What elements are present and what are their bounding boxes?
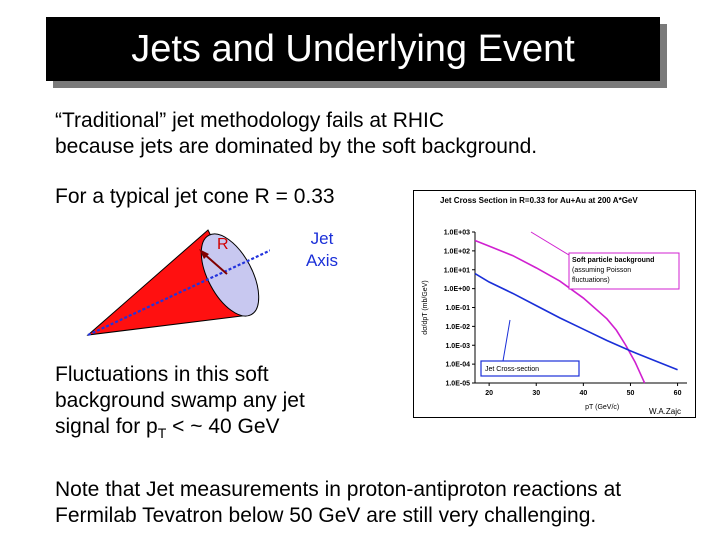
x-tick-label: 40 [579, 390, 587, 397]
cone-radius-label: R [217, 236, 229, 253]
fluct-line-3-prefix: signal for p [55, 415, 158, 438]
intro-line-2: because jets are dominated by the soft b… [55, 135, 538, 158]
jet-annotation-label: Jet Cross-section [485, 366, 539, 373]
typical-cone-text: For a typical jet cone R = 0.33 [55, 185, 335, 208]
jet-cross-section-curve [474, 272, 678, 371]
radius-arrow [202, 252, 228, 275]
y-tick-label: 1.0E+00 [444, 286, 470, 293]
fluct-line-3-sub: T [157, 425, 167, 442]
jet-axis-label-line2: Axis [305, 251, 339, 270]
plot-border [413, 190, 696, 418]
jet-annotation-pointer [502, 319, 511, 362]
jet-axis-line [87, 249, 270, 336]
soft-annotation-line1: Soft particle background [572, 257, 654, 264]
soft-annotation-pointer [530, 231, 570, 256]
radius-arrowhead [199, 249, 209, 259]
fluct-line-3: signal for pT < ~ 40 GeV [55, 414, 305, 446]
y-tick-label: 1.0E-03 [445, 343, 470, 350]
y-axis-label: dσ/dpT (mb/GeV) [422, 280, 429, 334]
fluct-line-3-suffix: < ~ 40 GeV [166, 415, 280, 438]
fluct-line-1: Fluctuations in this soft [55, 363, 269, 386]
soft-annotation-line3: fluctuations) [572, 277, 610, 284]
x-tick-label: 60 [674, 390, 682, 397]
credit-label: W.A.Zajc [649, 407, 681, 416]
jet-cone-diagram [86, 229, 270, 336]
x-tick-label: 30 [532, 390, 540, 397]
soft-annotation-line2: (assuming Poisson [572, 267, 631, 274]
slide-title: Jets and Underlying Event [46, 17, 660, 81]
y-tick-label: 1.0E-01 [445, 305, 470, 312]
y-tick-label: 1.0E+02 [444, 248, 470, 255]
fluctuation-text: Fluctuations in this soft background swa… [55, 362, 305, 446]
y-tick-label: 1.0E-05 [445, 381, 470, 388]
note-line-1: Note that Jet measurements in proton-ant… [55, 478, 622, 501]
jet-cross-section-plot: 1.0E+03 1.0E+02 1.0E+01 1.0E+00 1.0E-01 1.0E-… [413, 190, 696, 418]
cone-base-ellipse [200, 233, 260, 317]
y-tick-label: 1.0E-04 [445, 362, 470, 369]
x-axis-label: pT (GeV/c) [585, 404, 619, 411]
intro-line-1: “Traditional” jet methodology fails at R… [55, 109, 445, 132]
x-tick-label: 20 [485, 390, 493, 397]
jet-axis-label: Jet Axis [300, 228, 344, 272]
x-tick-label: 50 [627, 390, 635, 397]
jet-annotation-box [480, 360, 580, 377]
note-text: Note that Jet measurements in proton-ant… [55, 477, 621, 529]
soft-annotation-box [568, 252, 680, 290]
plot-title: Jet Cross Section in R=0.33 for Au+Au at… [440, 196, 638, 205]
y-tick-label: 1.0E-02 [445, 324, 470, 331]
note-line-2: Fermilab Tevatron below 50 GeV are still… [55, 504, 597, 527]
y-tick-label: 1.0E+01 [444, 267, 470, 274]
y-tick-label: 1.0E+03 [444, 230, 470, 237]
jet-axis-label-line1: Jet [310, 229, 334, 248]
intro-text: “Traditional” jet methodology fails at R… [55, 108, 537, 160]
fluct-line-2: background swamp any jet [55, 389, 305, 412]
